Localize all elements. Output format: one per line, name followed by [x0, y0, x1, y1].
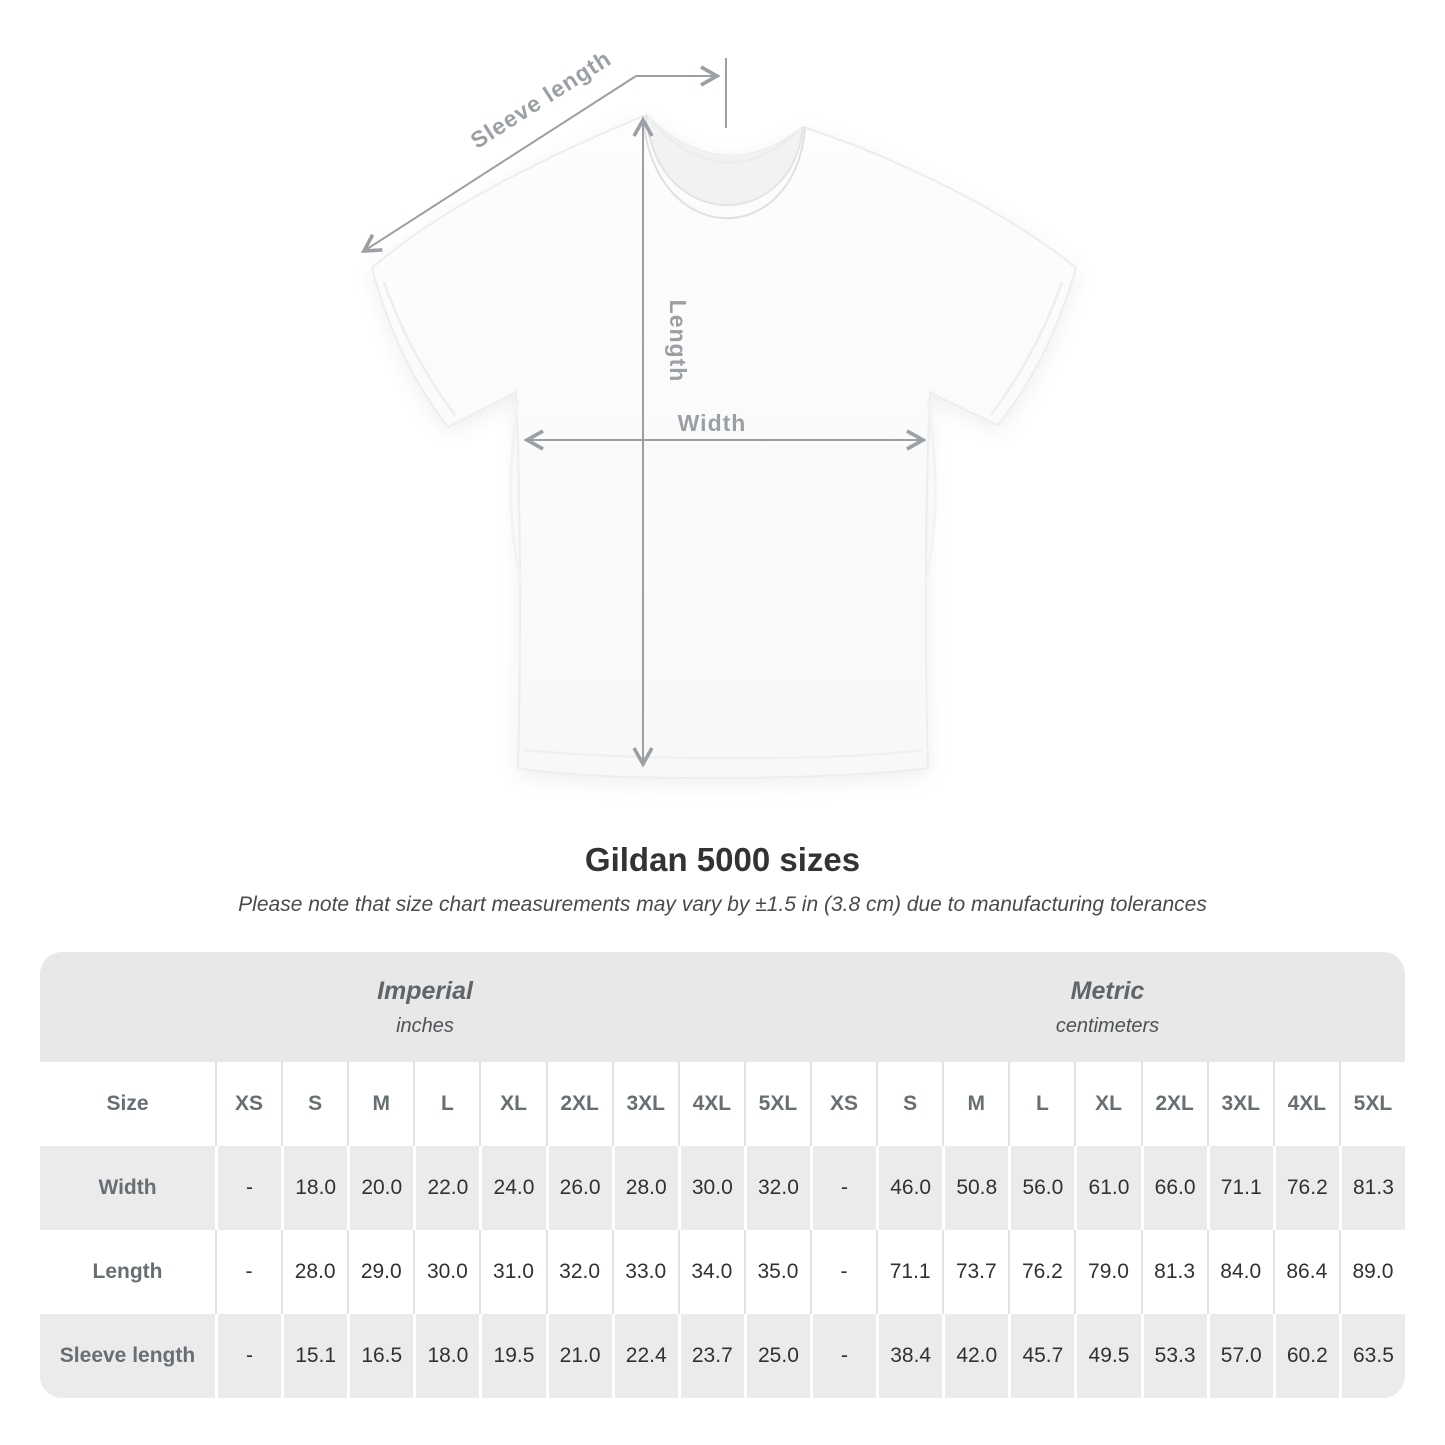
cell-value: 42.0 — [942, 1314, 1009, 1398]
cell-value: 71.1 — [876, 1230, 943, 1314]
size-col-header: XS — [810, 1062, 877, 1146]
cell-value: 20.0 — [347, 1146, 414, 1230]
cell-value: 18.0 — [413, 1314, 480, 1398]
cell-value: 61.0 — [1074, 1146, 1141, 1230]
imperial-label: Imperial — [377, 976, 473, 1005]
cell-value: 79.0 — [1074, 1230, 1141, 1314]
cell-value: 26.0 — [545, 1146, 612, 1230]
size-col-header: 3XL — [611, 1062, 678, 1146]
size-col-header: 4XL — [677, 1062, 744, 1146]
cell-value: 66.0 — [1140, 1146, 1207, 1230]
size-col-header: XS — [215, 1062, 282, 1146]
cell-value: 32.0 — [743, 1146, 810, 1230]
size-col-header: 4XL — [1272, 1062, 1339, 1146]
cell-value: 38.4 — [876, 1314, 943, 1398]
cell-value: 34.0 — [677, 1230, 744, 1314]
tshirt-measurement-diagram: Sleeve length Length Width — [360, 45, 1078, 780]
cell-value: 76.2 — [1008, 1230, 1075, 1314]
metric-unit: centimeters — [1055, 1014, 1160, 1037]
page-title: Gildan 5000 sizes — [584, 841, 861, 878]
length-label: Length — [665, 300, 691, 383]
size-col-header: 2XL — [545, 1062, 612, 1146]
size-col-header: 2XL — [1140, 1062, 1207, 1146]
cell-value: 60.2 — [1272, 1314, 1339, 1398]
cell-value: 81.3 — [1338, 1146, 1405, 1230]
size-col-header: M — [347, 1062, 414, 1146]
row-label-length: Length — [40, 1230, 215, 1314]
size-chart-table: Imperial inches Metric centimeters Size … — [40, 952, 1405, 1398]
cell-value: 45.7 — [1008, 1314, 1075, 1398]
size-col-header: S — [281, 1062, 348, 1146]
sleeve-length-arrow — [360, 75, 637, 253]
cell-value: 19.5 — [479, 1314, 546, 1398]
cell-value: 81.3 — [1140, 1230, 1207, 1314]
cell-value: 49.5 — [1074, 1314, 1141, 1398]
cell-value: 16.5 — [347, 1314, 414, 1398]
cell-value: - — [810, 1314, 877, 1398]
cell-value: 86.4 — [1272, 1230, 1339, 1314]
cell-value: 30.0 — [413, 1230, 480, 1314]
size-col-header: L — [1008, 1062, 1075, 1146]
size-col-header: 5XL — [743, 1062, 810, 1146]
cell-value: 25.0 — [743, 1314, 810, 1398]
width-label: Width — [678, 410, 747, 436]
cell-value: 53.3 — [1140, 1314, 1207, 1398]
size-col-header: XL — [479, 1062, 546, 1146]
cell-value: 73.7 — [942, 1230, 1009, 1314]
cell-value: 24.0 — [479, 1146, 546, 1230]
cell-value: 21.0 — [545, 1314, 612, 1398]
cell-value: 35.0 — [743, 1230, 810, 1314]
cell-value: 57.0 — [1206, 1314, 1273, 1398]
cell-value: - — [215, 1146, 282, 1230]
cell-value: 33.0 — [611, 1230, 678, 1314]
cell-value: - — [215, 1230, 282, 1314]
row-label-sleeve-length: Sleeve length — [40, 1314, 215, 1398]
cell-value: 50.8 — [942, 1146, 1009, 1230]
cell-value: 71.1 — [1206, 1146, 1273, 1230]
cell-value: 28.0 — [281, 1230, 348, 1314]
cell-value: 22.4 — [611, 1314, 678, 1398]
cell-value: 30.0 — [677, 1146, 744, 1230]
cell-value: 15.1 — [281, 1314, 348, 1398]
row-label-width: Width — [40, 1146, 215, 1230]
size-col-header: S — [876, 1062, 943, 1146]
cell-value: 22.0 — [413, 1146, 480, 1230]
cell-value: - — [810, 1146, 877, 1230]
tolerance-note: Please note that size chart measurements… — [238, 893, 1207, 916]
cell-value: 84.0 — [1206, 1230, 1273, 1314]
imperial-unit: inches — [396, 1014, 454, 1037]
size-col-header: XL — [1074, 1062, 1141, 1146]
cell-value: 76.2 — [1272, 1146, 1339, 1230]
size-col-header: M — [942, 1062, 1009, 1146]
cell-value: - — [810, 1230, 877, 1314]
cell-value: 31.0 — [479, 1230, 546, 1314]
cell-value: 28.0 — [611, 1146, 678, 1230]
size-col-header: 3XL — [1206, 1062, 1273, 1146]
cell-value: 29.0 — [347, 1230, 414, 1314]
cell-value: 32.0 — [545, 1230, 612, 1314]
cell-value: 56.0 — [1008, 1146, 1075, 1230]
size-column-header: Size — [40, 1062, 215, 1146]
collar-opening — [646, 115, 803, 206]
size-col-header: L — [413, 1062, 480, 1146]
cell-value: 89.0 — [1338, 1230, 1405, 1314]
size-col-header: 5XL — [1338, 1062, 1405, 1146]
cell-value: 46.0 — [876, 1146, 943, 1230]
metric-section-header: Metric centimeters — [810, 952, 1405, 1062]
tshirt-graphic — [370, 113, 1078, 780]
heading-block: Gildan 5000 sizes Please note that size … — [0, 843, 1445, 917]
cell-value: 18.0 — [281, 1146, 348, 1230]
cell-value: - — [215, 1314, 282, 1398]
cell-value: 23.7 — [677, 1314, 744, 1398]
metric-label: Metric — [1070, 976, 1145, 1005]
imperial-section-header: Imperial inches — [40, 952, 810, 1062]
cell-value: 63.5 — [1338, 1314, 1405, 1398]
